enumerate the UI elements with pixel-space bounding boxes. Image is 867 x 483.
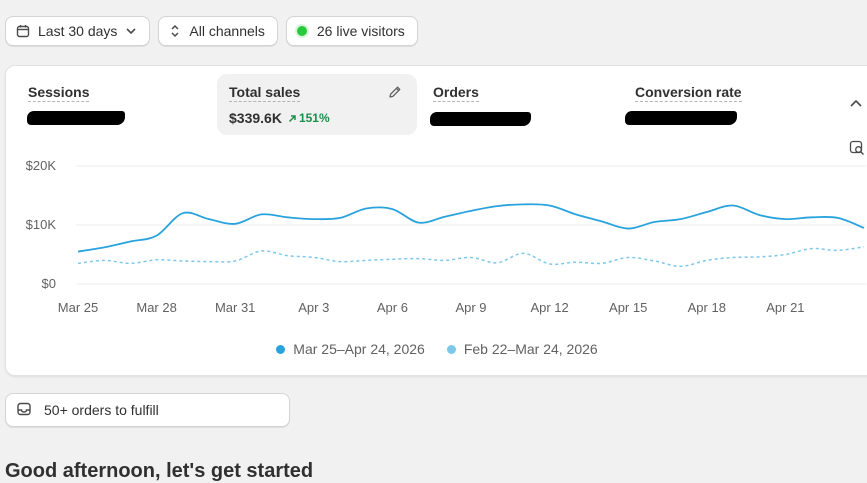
sort-arrows-icon [169,24,181,38]
series-line-current [77,203,865,253]
channels-button[interactable]: All channels [158,16,278,46]
change-badge: 151% [288,111,330,125]
metric-label: Orders [433,84,479,102]
series-line-previous [77,246,865,268]
y-tick-label: $10K [26,217,57,232]
metric-label: Conversion rate [635,84,742,102]
legend-dot-icon [276,344,286,354]
legend-item-current[interactable]: Mar 25–Apr 24, 2026 [276,341,425,357]
x-tick-label: Mar 31 [215,300,255,315]
y-tick-label: $20K [26,158,57,173]
metric-orders[interactable]: Orders [421,74,616,135]
metric-total-sales[interactable]: Total sales $339.6K 151% [217,74,417,135]
x-tick-label: Apr 15 [609,300,647,315]
metric-label: Sessions [28,84,90,102]
metric-conversion-rate[interactable]: Conversion rate [623,74,838,135]
x-tick-label: Apr 6 [377,300,408,315]
chart-search-icon[interactable] [849,140,865,161]
date-range-button[interactable]: Last 30 days [5,16,151,46]
change-value: 151% [298,111,330,125]
metric-sessions[interactable]: Sessions [16,74,211,135]
metric-value: $339.6K 151% [229,110,405,126]
x-tick-label: Mar 28 [136,300,176,315]
x-tick-label: Apr 3 [298,300,329,315]
chevron-up-icon[interactable] [849,97,863,116]
chart-series [77,203,865,268]
y-axis: $0 $10K $20K [26,158,57,291]
filter-bar: Last 30 days All channels 26 live visito… [5,16,418,46]
redacted-value [27,111,125,125]
redacted-value [625,111,737,125]
chart-legend: Mar 25–Apr 24, 2026 Feb 22–Mar 24, 2026 [6,341,867,357]
legend-label: Mar 25–Apr 24, 2026 [293,341,425,357]
legend-dot-icon [446,344,456,354]
legend-item-previous[interactable]: Feb 22–Mar 24, 2026 [446,341,598,357]
redacted-value [430,112,531,126]
orders-to-fulfill-label: 50+ orders to fulfill [44,402,159,418]
y-tick-label: $0 [42,276,56,291]
channels-label: All channels [189,23,265,39]
x-tick-label: Apr 9 [455,300,486,315]
chevron-down-icon [125,25,137,37]
orders-to-fulfill-button[interactable]: 50+ orders to fulfill [5,393,290,427]
live-status-dot-icon [296,26,307,36]
calendar-icon [16,24,30,38]
x-tick-label: Apr 12 [530,300,568,315]
x-tick-label: Mar 25 [58,300,98,315]
sales-line-chart: $0 $10K $20K Mar 25 Mar 28 Mar 31 Apr 3 Apr 6 A… [26,158,866,315]
live-visitors-label: 26 live visitors [316,23,405,39]
chart-grid [76,165,866,285]
inbox-icon [16,401,32,420]
x-tick-label: Apr 18 [688,300,726,315]
metric-label: Total sales [229,84,301,102]
date-range-label: Last 30 days [38,23,118,39]
pencil-icon[interactable] [387,84,403,105]
legend-label: Feb 22–Mar 24, 2026 [463,341,598,357]
total-sales-value: $339.6K [229,110,282,126]
x-tick-label: Apr 21 [766,300,804,315]
analytics-card: Sessions Total sales $339.6K 151% Orders… [5,65,867,376]
live-visitors-button[interactable]: 26 live visitors [285,16,418,46]
arrow-up-right-icon [288,114,296,122]
x-axis: Mar 25 Mar 28 Mar 31 Apr 3 Apr 6 Apr 9 Apr 12 A… [58,300,805,315]
